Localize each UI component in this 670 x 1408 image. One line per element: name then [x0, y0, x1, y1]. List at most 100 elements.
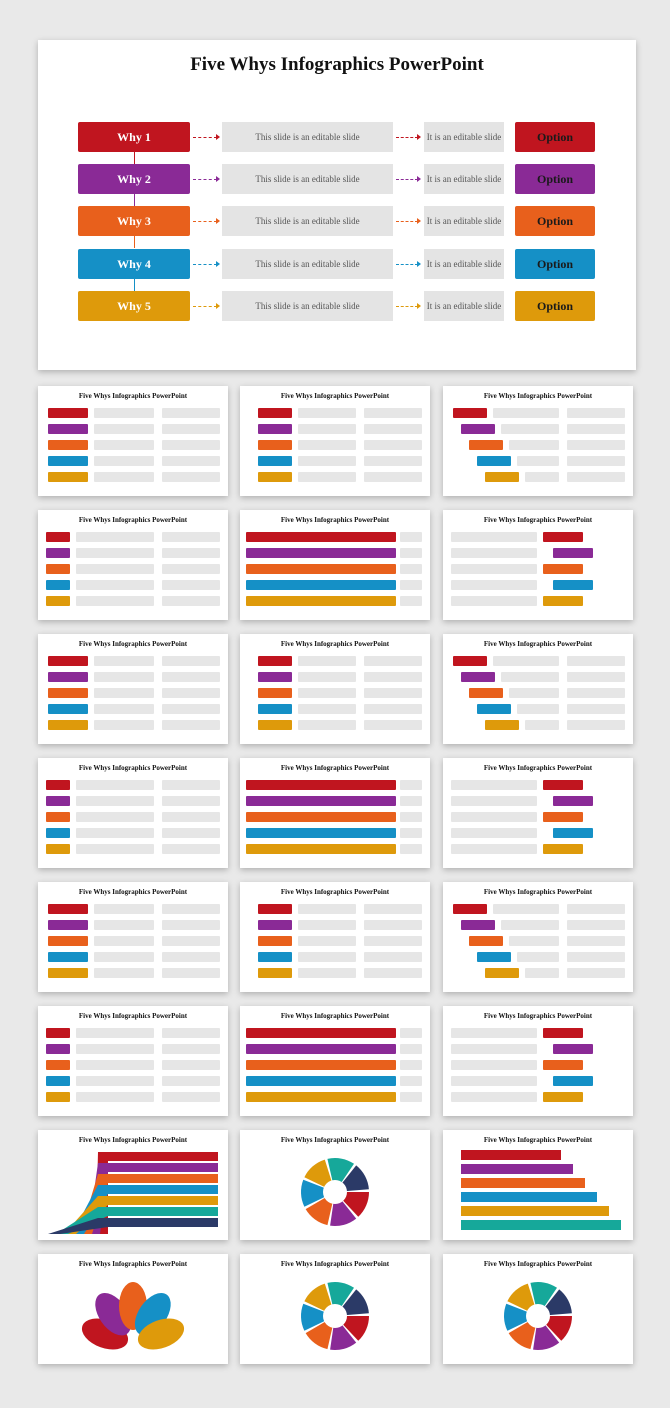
slide-thumbnail[interactable]: Five Whys Infographics PowerPoint [38, 758, 228, 868]
text-placeholder-bar [76, 812, 154, 822]
text-placeholder-bar [400, 1060, 422, 1070]
text-placeholder-bar [162, 1092, 220, 1102]
text-placeholder-bar [162, 440, 220, 450]
why-label-bar [48, 456, 88, 466]
slide-thumbnail[interactable]: Five Whys Infographics PowerPoint [38, 634, 228, 744]
why-label-bar [48, 704, 88, 714]
slide-thumbnail[interactable]: Five Whys Infographics PowerPoint [443, 386, 633, 496]
slide-thumbnail[interactable]: Five Whys Infographics PowerPoint [240, 758, 430, 868]
text-placeholder-bar [298, 656, 356, 666]
slide-thumbnail[interactable]: Five Whys Infographics PowerPoint [443, 1130, 633, 1240]
text-placeholder-bar [76, 1028, 154, 1038]
text-placeholder-bar [364, 656, 422, 666]
why-label-bar [48, 720, 88, 730]
wheel-segment [301, 1303, 335, 1331]
why-box: Why 2 [78, 164, 190, 194]
slide-thumbnail[interactable]: Five Whys Infographics PowerPoint [443, 882, 633, 992]
text-placeholder-bar [364, 720, 422, 730]
slide-thumbnail[interactable]: Five Whys Infographics PowerPoint [38, 1006, 228, 1116]
slide-thumbnail[interactable]: Five Whys Infographics PowerPoint [38, 510, 228, 620]
why-label-bar [246, 844, 396, 854]
why-label-bar [453, 408, 487, 418]
why-label-bar [46, 1060, 70, 1070]
text-placeholder-bar [94, 968, 154, 978]
text-placeholder-bar [162, 1060, 220, 1070]
why-label-bar [485, 472, 519, 482]
text-placeholder-bar [298, 688, 356, 698]
slide-thumbnail[interactable]: Five Whys Infographics PowerPoint [38, 1130, 228, 1240]
text-placeholder-bar [162, 1028, 220, 1038]
text-placeholder-bar [364, 456, 422, 466]
why-label-bar [48, 424, 88, 434]
why-label-bar [48, 672, 88, 682]
why-label-bar [46, 828, 70, 838]
why-label-bar [246, 796, 396, 806]
why-box: Why 5 [78, 291, 190, 321]
why-label-bar [246, 1076, 396, 1086]
arrowhead-icon [216, 176, 220, 182]
main-slide-title: Five Whys Infographics PowerPoint [190, 54, 484, 75]
why-label-bar [246, 1060, 396, 1070]
text-placeholder-bar [567, 424, 625, 434]
thumbnail-title: Five Whys Infographics PowerPoint [78, 1136, 188, 1144]
wheel-center [323, 1304, 347, 1328]
why-label-bar [258, 408, 292, 418]
why-label-bar [485, 720, 519, 730]
why-label-bar [258, 472, 292, 482]
slide-thumbnail[interactable]: Five Whys Infographics PowerPoint [443, 1006, 633, 1116]
text-placeholder-bar [501, 920, 559, 930]
slide-thumbnail[interactable]: Five Whys Infographics PowerPoint [240, 1130, 430, 1240]
slide-thumbnail[interactable]: Five Whys Infographics PowerPoint [240, 1254, 430, 1364]
slide-thumbnail[interactable]: Five Whys Infographics PowerPoint [240, 386, 430, 496]
why-label-bar [258, 936, 292, 946]
text-placeholder-bar [493, 408, 559, 418]
stepped-bar [461, 1192, 597, 1202]
stepped-bar [461, 1206, 609, 1216]
slide-thumbnail[interactable]: Five Whys Infographics PowerPoint [443, 758, 633, 868]
text-placeholder-bar [400, 1028, 422, 1038]
why-label-bar [543, 596, 583, 606]
slide-thumbnail[interactable]: Five Whys Infographics PowerPoint [38, 386, 228, 496]
slide-thumbnail[interactable]: Five Whys Infographics PowerPoint [38, 882, 228, 992]
why-label-bar [46, 780, 70, 790]
stepped-bar [461, 1220, 621, 1230]
slide-thumbnail[interactable]: Five Whys Infographics PowerPoint [443, 510, 633, 620]
why-label-bar [461, 920, 495, 930]
wheel-segment [301, 1179, 335, 1207]
why-label-bar [477, 456, 511, 466]
text-placeholder-bar [567, 904, 625, 914]
text-placeholder-bar [162, 1044, 220, 1054]
text-placeholder-bar [162, 672, 220, 682]
stepped-bar [461, 1178, 585, 1188]
text-placeholder-bar [451, 580, 537, 590]
text-placeholder-bar [509, 440, 559, 450]
editable-text-box: It is an editable slide [424, 164, 504, 194]
editable-text-box: This slide is an editable slide [222, 164, 393, 194]
why-label-bar [246, 780, 396, 790]
text-placeholder-bar [162, 844, 220, 854]
why-label-bar [246, 1044, 396, 1054]
thumbnail-title: Five Whys Infographics PowerPoint [483, 392, 593, 400]
thumbnail-title: Five Whys Infographics PowerPoint [280, 888, 390, 896]
infographic-graphic [504, 1282, 572, 1350]
slide-thumbnail[interactable]: Five Whys Infographics PowerPoint [38, 1254, 228, 1364]
slide-thumbnail[interactable]: Five Whys Infographics PowerPoint [240, 1006, 430, 1116]
slide-thumbnail[interactable]: Five Whys Infographics PowerPoint [240, 634, 430, 744]
slide-thumbnail[interactable]: Five Whys Infographics PowerPoint [443, 1254, 633, 1364]
why-box: Why 3 [78, 206, 190, 236]
text-placeholder-bar [400, 548, 422, 558]
why-label-bar [258, 704, 292, 714]
slide-thumbnail[interactable]: Five Whys Infographics PowerPoint [240, 882, 430, 992]
slide-thumbnail[interactable]: Five Whys Infographics PowerPoint [240, 510, 430, 620]
connector-arrow [193, 137, 217, 138]
why-label-bar [543, 844, 583, 854]
slide-thumbnail[interactable]: Five Whys Infographics PowerPoint [443, 634, 633, 744]
main-slide-preview[interactable]: Five Whys Infographics PowerPoint Why 1 T… [38, 40, 636, 370]
editable-text-box: This slide is an editable slide [222, 249, 393, 279]
why-label-bar [258, 688, 292, 698]
text-placeholder-bar [94, 656, 154, 666]
text-placeholder-bar [76, 564, 154, 574]
thumbnail-title: Five Whys Infographics PowerPoint [483, 764, 593, 772]
text-placeholder-bar [364, 424, 422, 434]
text-placeholder-bar [94, 440, 154, 450]
